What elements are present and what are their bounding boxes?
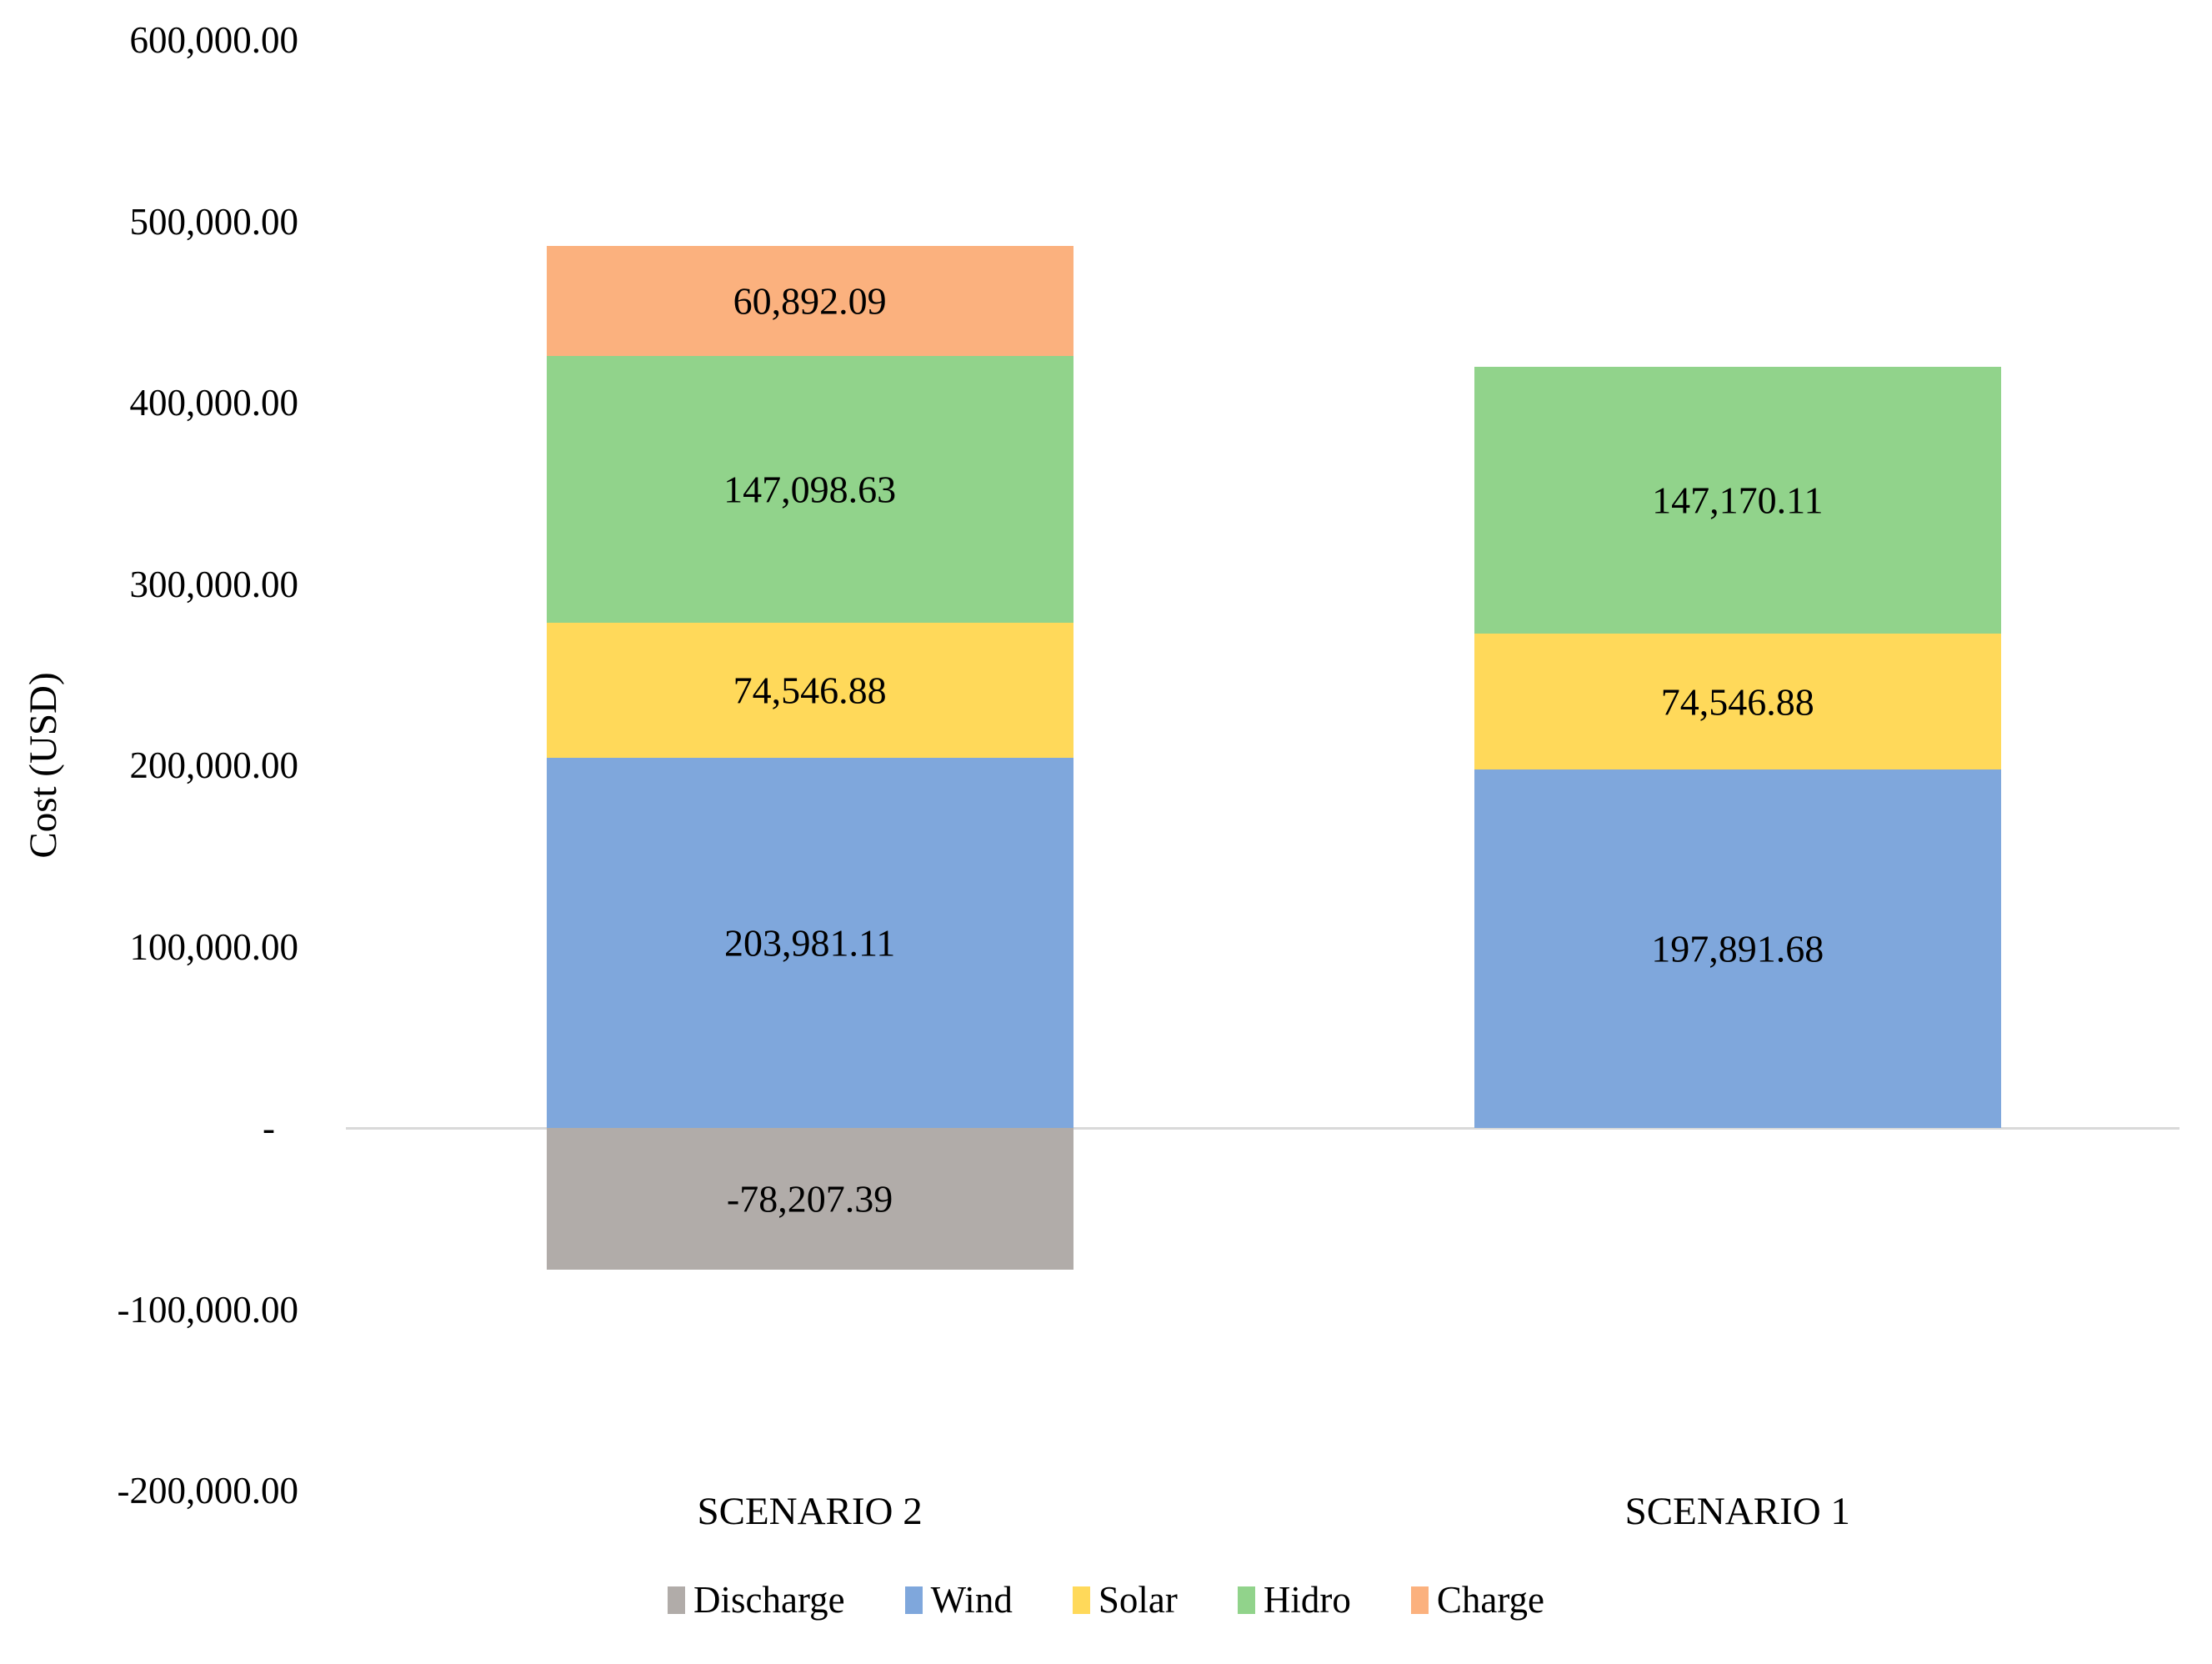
- legend-swatch-charge-icon: [1410, 1586, 1429, 1614]
- data-label-solar-scenario-2: 74,546.88: [733, 669, 887, 712]
- legend-item-charge: Charge: [1410, 1578, 1544, 1621]
- bar-segment-solar-scenario-1: [1474, 634, 2001, 769]
- legend-swatch-hidro-icon: [1237, 1586, 1255, 1614]
- zero-gridline: [346, 1126, 2179, 1130]
- legend-label-wind: Wind: [930, 1579, 1013, 1621]
- data-label-hidro-scenario-2: 147,098.63: [723, 468, 897, 511]
- legend-label-solar: Solar: [1098, 1579, 1178, 1621]
- bar-segment-solar-scenario-2: [546, 623, 1073, 759]
- y-tick-label-200000: 200,000.00: [129, 744, 299, 786]
- bar-segment-wind-scenario-1: [1474, 769, 2001, 1128]
- category-label-scenario-1: SCENARIO 1: [1624, 1490, 1850, 1533]
- y-tick-label-400000: 400,000.00: [129, 382, 299, 424]
- bar-segment-hidro-scenario-1: [1474, 367, 2001, 634]
- data-label-solar-scenario-1: 74,546.88: [1660, 680, 1814, 724]
- data-label-discharge-scenario-2: -78,207.39: [726, 1177, 893, 1220]
- category-label-scenario-2: SCENARIO 2: [697, 1490, 923, 1533]
- legend-swatch-wind-icon: [904, 1586, 923, 1614]
- bar-segment-discharge-scenario-2: [546, 1128, 1073, 1271]
- y-tick-label-0: -: [263, 1107, 275, 1149]
- legend-swatch-discharge-icon: [668, 1586, 686, 1614]
- y-axis-title: Cost (USD): [22, 672, 65, 859]
- data-label-charge-scenario-2: 60,892.09: [733, 279, 887, 323]
- legend-swatch-solar-icon: [1072, 1586, 1090, 1614]
- data-label-wind-scenario-2: 203,981.11: [723, 921, 896, 965]
- y-tick-label--200000: -200,000.00: [117, 1470, 299, 1511]
- legend-item-solar: Solar: [1072, 1578, 1178, 1621]
- y-tick-label-500000: 500,000.00: [129, 200, 299, 243]
- y-tick-label-600000: 600,000.00: [129, 19, 299, 61]
- bar-segment-wind-scenario-2: [546, 758, 1073, 1128]
- legend-label-hidro: Hidro: [1263, 1579, 1351, 1621]
- legend-item-discharge: Discharge: [668, 1578, 845, 1621]
- legend-label-charge: Charge: [1436, 1579, 1544, 1621]
- legend-item-hidro: Hidro: [1237, 1578, 1351, 1621]
- legend-item-wind: Wind: [904, 1578, 1013, 1621]
- data-label-hidro-scenario-1: 147,170.11: [1652, 479, 1824, 522]
- legend: Discharge Wind Solar Hidro Charge: [0, 1578, 2212, 1621]
- y-tick-label-300000: 300,000.00: [129, 563, 299, 605]
- y-tick-label-100000: 100,000.00: [129, 925, 299, 968]
- bar-segment-hidro-scenario-2: [546, 356, 1073, 624]
- data-label-wind-scenario-1: 197,891.68: [1651, 927, 1824, 970]
- legend-label-discharge: Discharge: [693, 1579, 845, 1621]
- y-tick-label--100000: -100,000.00: [117, 1288, 299, 1331]
- bar-segment-charge-scenario-2: [546, 245, 1073, 357]
